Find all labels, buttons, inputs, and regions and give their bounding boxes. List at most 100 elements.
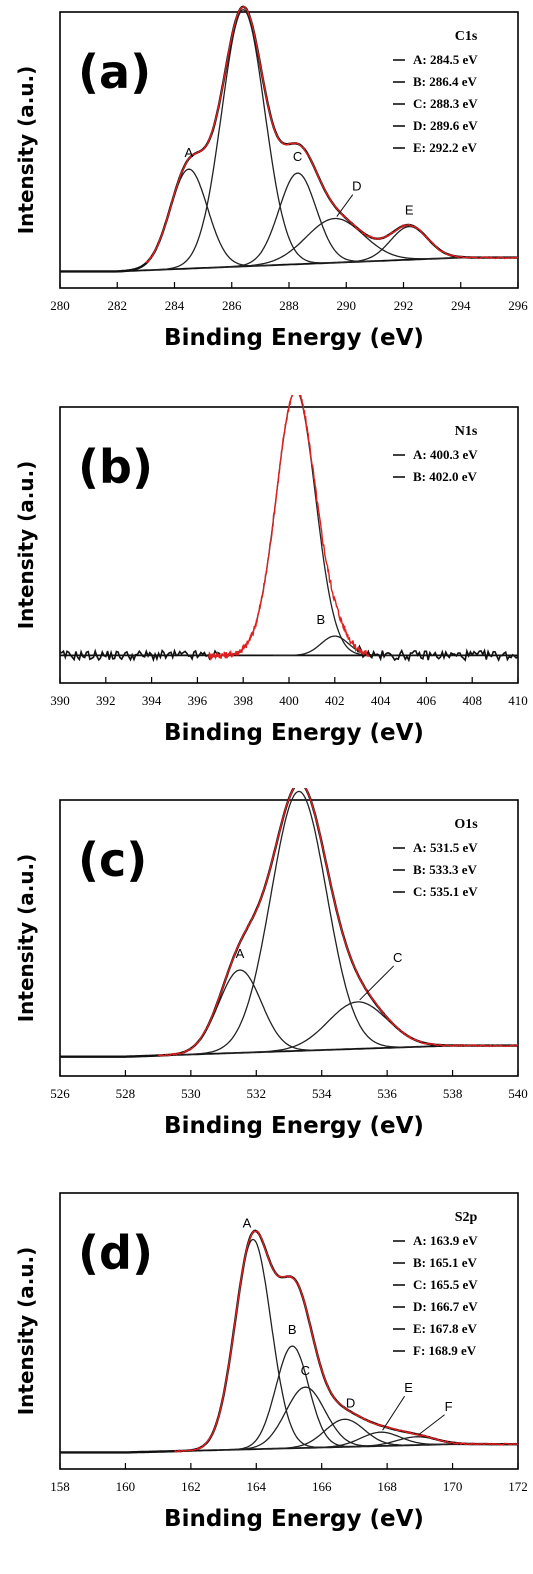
legend-entry: D: 166.7 eV: [413, 1299, 478, 1314]
x-tick-label: 540: [508, 1086, 528, 1101]
peak-component-a: [208, 395, 384, 657]
peak-label-c: C: [393, 950, 402, 965]
peak-label-a: A: [243, 1215, 252, 1230]
legend-entry: F: 168.9 eV: [413, 1343, 477, 1358]
x-tick-label: 294: [451, 298, 471, 313]
y-axis-label: Intensity (a.u.): [14, 854, 38, 1023]
x-tick-label: 408: [462, 693, 482, 708]
legend-title: C1s: [455, 29, 478, 44]
peak-component-b: [173, 790, 424, 1056]
fitted-line: [208, 395, 370, 662]
peak-label-c: C: [301, 1363, 310, 1378]
peak-component-b: [146, 9, 340, 271]
x-tick-label: 162: [181, 1479, 201, 1494]
x-tick-label: 160: [116, 1479, 136, 1494]
fitted-line: [145, 5, 519, 264]
legend-entry: D: 289.6 eV: [413, 118, 478, 133]
raw-spectrum: [59, 644, 519, 663]
x-tick-label: 528: [116, 1086, 136, 1101]
x-tick-label: 394: [142, 693, 162, 708]
y-axis-label: Intensity (a.u.): [14, 461, 38, 630]
legend-entry: E: 292.2 eV: [413, 140, 478, 155]
legend-entry: C: 535.1 eV: [413, 884, 478, 899]
legend-title: S2p: [455, 1210, 478, 1225]
peak-component-a: [144, 969, 336, 1057]
legend-entry: A: 284.5 eV: [413, 52, 478, 67]
peak-component-e: [292, 1431, 469, 1449]
legend-title: O1s: [454, 817, 478, 832]
legend-entry: A: 531.5 eV: [413, 840, 478, 855]
x-tick-label: 532: [247, 1086, 267, 1101]
peak-component-b: [273, 635, 397, 657]
x-tick-label: 158: [50, 1479, 70, 1494]
fitted-line: [157, 788, 518, 1057]
peak-label-e: E: [404, 1380, 413, 1395]
x-tick-label: 282: [108, 298, 128, 313]
legend-entry: A: 163.9 eV: [413, 1233, 478, 1248]
x-tick-label: 538: [443, 1086, 463, 1101]
chart-svg: 526 528 530 532 534 536 538 540 Binding Energy (…: [14, 788, 528, 1139]
peak-component-d: [256, 1418, 433, 1450]
peak-label-c: C: [293, 149, 302, 164]
x-tick-label: 164: [247, 1479, 267, 1494]
x-axis-label: Binding Energy (eV): [164, 1506, 424, 1532]
peak-leader-line: [382, 1395, 406, 1431]
x-tick-label: 534: [312, 1086, 332, 1101]
legend-title: N1s: [455, 424, 478, 439]
panel-label: (b): [78, 440, 153, 494]
legend-entry: C: 288.3 eV: [413, 96, 478, 111]
x-tick-label: 172: [508, 1479, 528, 1494]
fitted-line: [174, 1230, 519, 1453]
background-line: [60, 1044, 518, 1058]
panel-label: (d): [78, 1226, 153, 1280]
legend-entry: E: 167.8 eV: [413, 1321, 478, 1336]
peak-component-a: [171, 1238, 334, 1452]
y-axis-label: Intensity (a.u.): [14, 66, 38, 235]
peak-label-a: A: [236, 946, 245, 961]
legend-entry: B: 533.3 eV: [413, 862, 478, 877]
peak-component-c: [217, 1386, 394, 1451]
panel-label: (c): [78, 833, 147, 887]
x-tick-label: 390: [50, 693, 70, 708]
chart-svg: 280 282 284 286 288 290 292 294 296 Binding Energ…: [14, 0, 528, 351]
x-tick-label: 536: [377, 1086, 397, 1101]
x-tick-label: 280: [50, 298, 70, 313]
x-axis-label: Binding Energy (eV): [164, 1113, 424, 1139]
x-tick-label: 530: [181, 1086, 201, 1101]
x-tick-label: 402: [325, 693, 345, 708]
chart-panel-b: 390 392 394 396 398 400 402 404 406 408 410 Binding…: [0, 395, 533, 788]
peak-label-d: D: [346, 1395, 355, 1410]
x-tick-label: 400: [279, 693, 299, 708]
peak-leader-line: [336, 194, 354, 217]
peak-label-a: A: [184, 145, 193, 160]
x-tick-label: 410: [508, 693, 528, 708]
x-tick-label: 284: [165, 298, 185, 313]
chart-panel-d: 158 160 162 164 166 168 170 172 Binding Energy (…: [0, 1181, 533, 1574]
plot-frame: [59, 1192, 519, 1470]
peak-leader-line: [418, 1414, 445, 1436]
chart-svg: 158 160 162 164 166 168 170 172 Binding Energy (…: [14, 1192, 528, 1532]
x-tick-label: 292: [394, 298, 414, 313]
legend-entry: C: 165.5 eV: [413, 1277, 478, 1292]
x-tick-label: 288: [279, 298, 299, 313]
peak-label-e: E: [405, 203, 414, 218]
legend-entry: A: 400.3 eV: [413, 447, 478, 462]
peak-component-d: [205, 217, 464, 269]
x-tick-label: 392: [96, 693, 116, 708]
peak-component-a: [105, 168, 273, 273]
peak-leader-line: [359, 965, 395, 1001]
x-tick-label: 526: [50, 1086, 70, 1101]
x-tick-label: 398: [233, 693, 253, 708]
x-tick-label: 406: [417, 693, 437, 708]
chart-panel-c: 526 528 530 532 534 536 538 540 Binding Energy (…: [0, 788, 533, 1181]
x-tick-label: 286: [222, 298, 242, 313]
peak-label-b: B: [316, 612, 325, 627]
peak-component-b: [218, 1345, 366, 1451]
peak-label-b: B: [288, 1322, 297, 1337]
x-tick-label: 404: [371, 693, 391, 708]
chart-svg: 390 392 394 396 398 400 402 404 406 408 410 Binding…: [14, 395, 528, 746]
x-tick-label: 396: [188, 693, 208, 708]
x-axis-label: Binding Energy (eV): [164, 720, 424, 746]
peak-label-d: D: [352, 179, 361, 194]
x-tick-label: 296: [508, 298, 528, 313]
